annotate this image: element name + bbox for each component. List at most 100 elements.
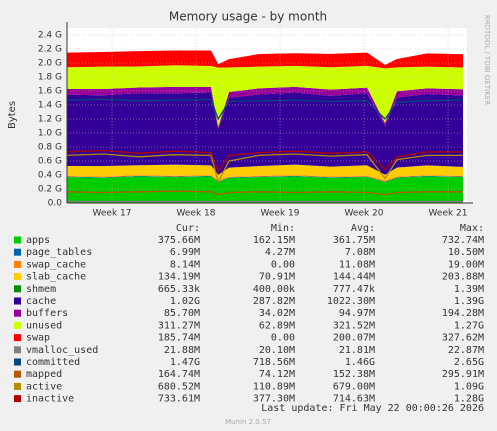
legend-stat: 0.00: [271, 333, 295, 344]
legend-stat: 62.89M: [259, 320, 295, 331]
legend-label: swap_cache: [26, 259, 86, 270]
legend-stat: 1.46G: [345, 357, 375, 368]
legend-stat: 327.62M: [442, 333, 484, 344]
legend-stat: 718.56M: [253, 357, 295, 368]
x-tick-label: Week 19: [261, 209, 300, 219]
legend-stat: 144.44M: [333, 272, 375, 283]
legend-swatch: [14, 370, 21, 378]
legend-swatch: [14, 382, 21, 390]
legend-swatch: [14, 346, 21, 354]
column-header: Avg:: [351, 223, 375, 234]
legend-stat: 134.19M: [158, 272, 200, 283]
legend-swatch: [14, 358, 21, 366]
legend-swatch: [14, 285, 21, 293]
area: [67, 175, 464, 182]
legend-stat: 2.65G: [454, 357, 484, 368]
legend-stat: 1.02G: [170, 296, 200, 307]
legend-stat: 8.14M: [170, 259, 200, 270]
area: [67, 50, 464, 69]
y-axis-label: Bytes: [7, 101, 18, 129]
y-tick-label: 1.6 G: [38, 87, 62, 97]
legend-stat: 162.15M: [253, 235, 295, 246]
legend-stat: 0.00: [271, 259, 295, 270]
legend-stat: 400.00k: [253, 284, 295, 295]
legend-stat: 1.28G: [454, 394, 484, 405]
legend-stat: 321.52M: [333, 320, 375, 331]
y-tick-label: 0.6 G: [38, 157, 62, 167]
legend-label: apps: [26, 235, 50, 246]
legend-stat: 665.33k: [158, 284, 200, 295]
legend-stat: 10.50M: [448, 247, 484, 258]
legend-stat: 1.09G: [454, 381, 484, 392]
legend-swatch: [14, 273, 21, 281]
x-tick-label: Week 17: [93, 209, 132, 219]
line: [66, 190, 464, 196]
legend-stat: 20.10M: [259, 345, 295, 356]
legend-stat: 295.91M: [442, 369, 484, 380]
legend-label: committed: [26, 357, 80, 368]
legend-swatch: [14, 395, 21, 403]
x-tick-label: Week 20: [345, 209, 384, 219]
legend-swatch: [14, 297, 21, 305]
legend-stat: 203.88M: [442, 272, 484, 283]
legend-stat: 19.00M: [448, 259, 484, 270]
legend-swatch: [14, 236, 21, 244]
legend-swatch: [14, 260, 21, 268]
legend-label: mapped: [26, 369, 62, 380]
legend-label: shmem: [26, 284, 56, 295]
legend-stat: 1022.30M: [327, 296, 375, 307]
legend-stat: 94.97M: [339, 308, 375, 319]
y-tick-label: 0.2 G: [38, 185, 62, 195]
y-tick-label: 0.0: [48, 199, 63, 209]
legend-stat: 194.28M: [442, 308, 484, 319]
legend-stat: 4.27M: [265, 247, 295, 258]
legend-stat: 1.39G: [454, 296, 484, 307]
column-header: Max:: [460, 223, 484, 234]
legend-stat: 377.30M: [253, 394, 295, 405]
chart-title: Memory usage - by month: [169, 10, 327, 24]
column-header: Min:: [271, 223, 295, 234]
legend-stat: 110.89M: [253, 381, 295, 392]
legend-label: unused: [26, 320, 62, 331]
y-tick-label: 0.8 G: [38, 143, 62, 153]
legend-stat: 1.39M: [454, 284, 484, 295]
x-tick-label: Week 21: [429, 209, 468, 219]
legend-stat: 85.70M: [164, 308, 200, 319]
y-tick-label: 1.8 G: [38, 73, 62, 83]
area: [67, 175, 464, 182]
line: [66, 149, 464, 173]
legend-stat: 164.74M: [158, 369, 200, 380]
legend-swatch: [14, 309, 21, 317]
legend-stat: 1.47G: [170, 357, 200, 368]
legend-stat: 733.61M: [158, 394, 200, 405]
legend-stat: 6.99M: [170, 247, 200, 258]
legend-stat: 375.66M: [158, 235, 200, 246]
y-tick-label: 2.4 G: [38, 31, 62, 41]
legend-stat: 361.75M: [333, 235, 375, 246]
line: [66, 153, 464, 184]
legend-stat: 21.81M: [339, 345, 375, 356]
y-tick-label: 2.0 G: [38, 59, 62, 69]
legend-stat: 70.91M: [259, 272, 295, 283]
legend-label: swap: [26, 333, 50, 344]
area: [67, 65, 464, 128]
legend-label: slab_cache: [26, 272, 86, 283]
legend-stat: 679.00M: [333, 381, 375, 392]
y-tick-label: 2.2 G: [38, 45, 62, 55]
area: [67, 164, 464, 181]
legend-stat: 680.52M: [158, 381, 200, 392]
legend-stat: 34.02M: [259, 308, 295, 319]
area: [67, 176, 464, 203]
y-tick-label: 1.4 G: [38, 101, 62, 111]
y-tick-label: 1.0 G: [38, 129, 62, 139]
legend-stat: 1.27G: [454, 320, 484, 331]
legend-label: inactive: [26, 394, 74, 405]
legend-label: page_tables: [26, 247, 92, 258]
legend-swatch: [14, 248, 21, 256]
x-tick-label: Week 18: [177, 209, 216, 219]
legend-stat: 311.27M: [158, 320, 200, 331]
side-text: RRDTOOL / TOBI OETIKER: [483, 15, 491, 105]
legend-swatch: [14, 321, 21, 329]
legend-stat: 287.82M: [253, 296, 295, 307]
